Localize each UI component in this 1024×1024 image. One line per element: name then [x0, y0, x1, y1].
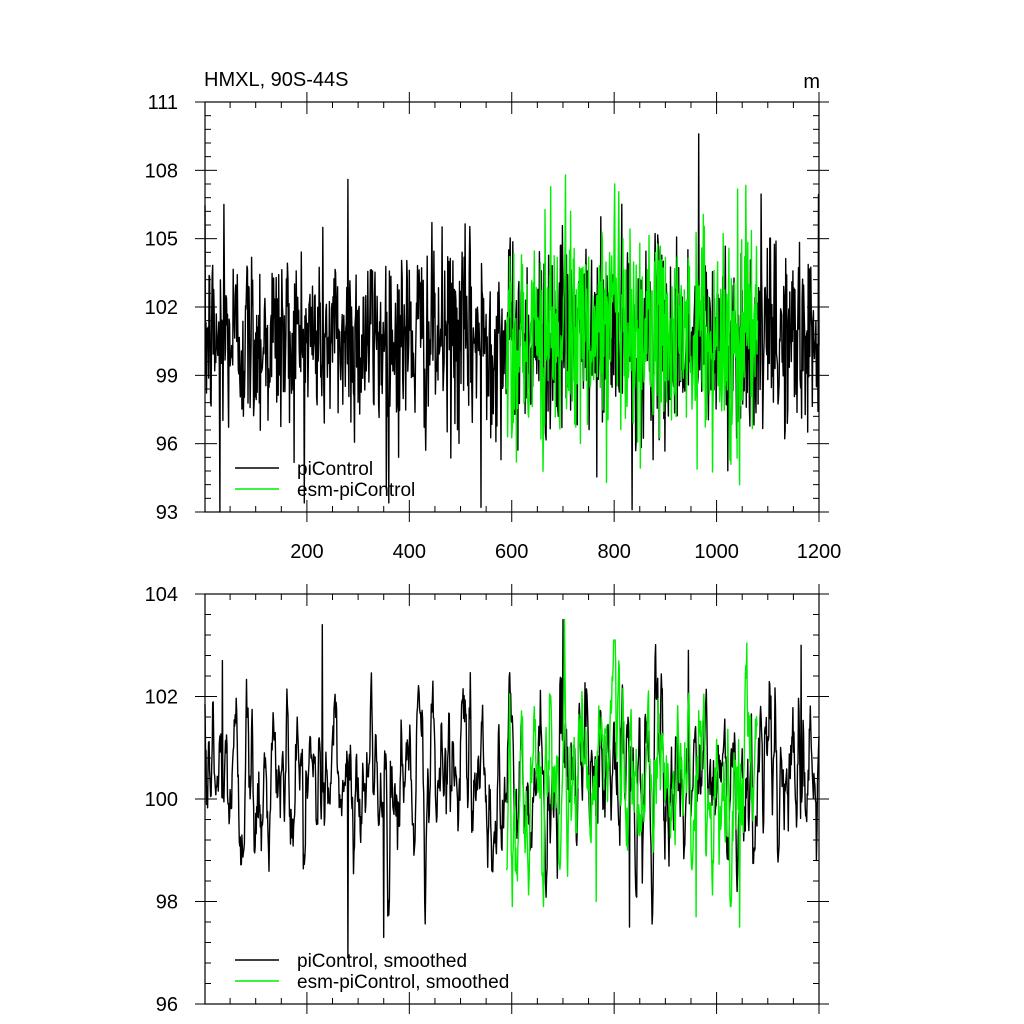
- y-tick-label: 102: [145, 687, 178, 709]
- series-line-picontrol: [204, 618, 820, 959]
- y-tick-label: 96: [156, 994, 178, 1016]
- series-line-picontrol: [204, 133, 820, 513]
- y-tick-label: 105: [145, 229, 178, 251]
- bottom-axis-ticks: 96 98 100 102 104: [145, 584, 829, 1016]
- x-tick-label: 1200: [797, 541, 842, 563]
- y-tick-label: 104: [145, 584, 178, 606]
- x-tick-label: 200: [290, 541, 323, 563]
- x-tick-label: 1000: [694, 541, 739, 563]
- y-tick-label: 108: [145, 160, 178, 182]
- series-line-esm-picontrol: [505, 618, 758, 928]
- top-axis-ticks: 93 96 99 102 105 108 111 200 400 600 800 1000 1200: [145, 92, 842, 563]
- bottom-series: [204, 618, 820, 959]
- bottom-panel: 96 98 100 102 104 piControl, smoothedesm-piC…: [145, 584, 829, 1016]
- legend-label: piControl, smoothed: [297, 951, 467, 972]
- x-tick-label: 600: [495, 541, 528, 563]
- x-tick-label: 400: [393, 541, 426, 563]
- y-tick-label: 93: [156, 502, 178, 524]
- legend-label: piControl: [297, 459, 373, 480]
- y-tick-label: 111: [148, 92, 178, 114]
- y-tick-label: 100: [145, 789, 178, 811]
- legend-label: esm-piControl, smoothed: [297, 972, 509, 993]
- top-panel: HMXL, 90S-44S m 93 96 99 102 105 108 111 200 400…: [145, 69, 842, 563]
- x-tick-label: 800: [597, 541, 630, 563]
- y-tick-label: 96: [156, 434, 178, 456]
- y-tick-label: 98: [156, 892, 178, 914]
- top-series: [204, 133, 820, 513]
- top-panel-units: m: [803, 71, 820, 93]
- y-tick-label: 102: [145, 297, 178, 319]
- legend-label: esm-piControl: [297, 480, 415, 501]
- series-line-esm-picontrol: [505, 174, 759, 486]
- y-tick-label: 99: [156, 365, 178, 387]
- top-panel-title: HMXL, 90S-44S: [204, 69, 349, 91]
